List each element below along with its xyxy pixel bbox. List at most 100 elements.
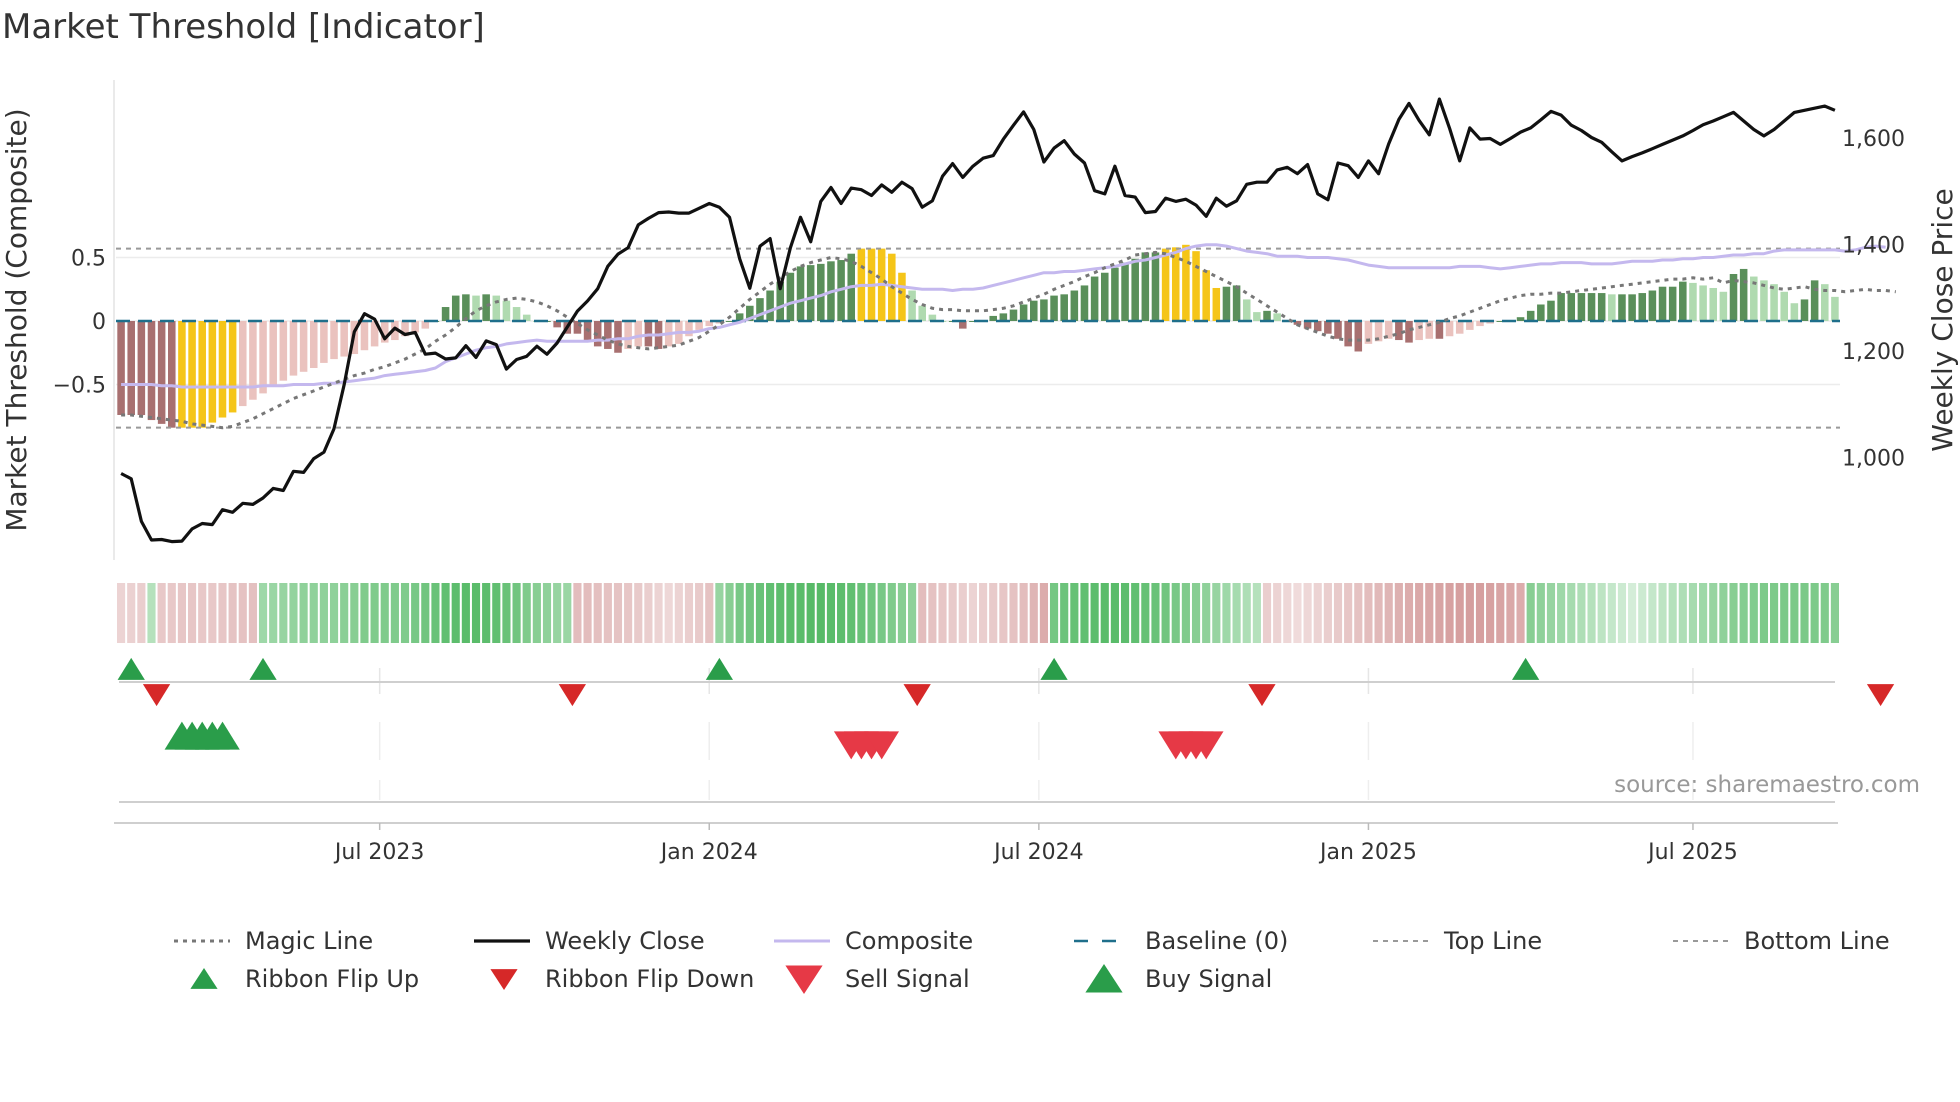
histogram-bar	[766, 290, 774, 321]
ribbon-cell	[1151, 583, 1160, 643]
histogram-bar	[1303, 321, 1312, 329]
ribbon-cell	[1820, 583, 1829, 643]
ribbon-cell	[725, 583, 734, 643]
ribbon-cell	[461, 583, 470, 643]
histogram-bar	[1810, 280, 1819, 321]
ribbon-cell	[471, 583, 481, 643]
histogram-bar	[1232, 285, 1241, 321]
ribbon-cell	[1496, 583, 1505, 643]
composite-histogram	[117, 244, 1839, 428]
ribbon-cell	[603, 583, 612, 643]
ribbon-cell	[1232, 583, 1241, 643]
histogram-bar	[715, 321, 724, 324]
histogram-bar	[1537, 304, 1545, 321]
ribbon-cell	[1759, 583, 1769, 643]
histogram-bar	[360, 321, 369, 351]
ribbon-cell	[1638, 583, 1647, 643]
histogram-bar	[1141, 252, 1150, 321]
histogram-bar	[614, 321, 622, 353]
y-right-tick-label: 1,600	[1842, 127, 1905, 152]
ribbon-cell	[999, 583, 1008, 643]
ribbon-cell	[928, 583, 937, 643]
histogram-bar	[1040, 299, 1048, 321]
histogram-bar	[1313, 321, 1322, 332]
ribbon-cell	[1678, 583, 1687, 643]
ribbon-cell	[1262, 583, 1272, 643]
ribbon-flip-up-marker	[1512, 657, 1540, 680]
legend-label: Top Line	[1443, 927, 1542, 955]
y-right-tick-label: 1,000	[1842, 447, 1905, 472]
histogram-bar	[1395, 321, 1403, 341]
ribbon-cell	[187, 583, 197, 643]
histogram-bar	[1212, 287, 1221, 321]
histogram-bar	[441, 307, 450, 321]
legend-label: Ribbon Flip Up	[245, 965, 419, 993]
ribbon-flip-up-marker	[705, 657, 733, 680]
ribbon-cell	[492, 583, 501, 643]
ribbon-cell	[1019, 583, 1028, 643]
histogram-bar	[1060, 294, 1068, 321]
ribbon-cell	[1364, 583, 1373, 643]
histogram-bar	[999, 313, 1008, 321]
ribbon-cell	[745, 583, 754, 643]
ribbon-cell	[918, 583, 927, 643]
ribbon-cell	[1699, 583, 1708, 643]
histogram-bar	[198, 321, 206, 428]
ribbon-cell	[1425, 583, 1434, 643]
histogram-bar	[117, 321, 125, 415]
histogram-bar	[1679, 281, 1687, 321]
ribbon-cell	[1273, 583, 1282, 643]
histogram-bar	[1111, 267, 1119, 321]
histogram-bar	[1496, 321, 1505, 322]
ribbon-cell	[1830, 583, 1839, 643]
histogram-bar	[634, 321, 643, 347]
ribbon-cell	[806, 583, 815, 643]
ribbon-cell	[1060, 583, 1069, 643]
ribbon-flip-down-marker	[1248, 684, 1276, 707]
histogram-bar	[1577, 293, 1586, 321]
ribbon-cell	[542, 583, 552, 643]
histogram-bar	[1151, 252, 1160, 321]
legend-label: Weekly Close	[545, 927, 705, 955]
ribbon-cell	[482, 583, 491, 643]
ribbon-cell	[593, 583, 602, 643]
histogram-bar	[1638, 293, 1647, 321]
legend-label: Bottom Line	[1744, 927, 1890, 955]
histogram-bar	[391, 321, 399, 341]
ribbon-cell	[989, 583, 998, 643]
ribbon-cell	[1475, 583, 1485, 643]
ribbon-cell	[1719, 583, 1728, 643]
histogram-bar	[320, 321, 328, 363]
ribbon-strip	[117, 583, 1839, 643]
histogram-bar	[1750, 276, 1758, 321]
ribbon-cell	[1100, 583, 1109, 643]
ribbon-cell	[1191, 583, 1201, 643]
ribbon-cell	[816, 583, 825, 643]
x-tick-label: Jan 2025	[1318, 840, 1417, 865]
ribbon-cell	[1293, 583, 1302, 643]
histogram-bar	[1192, 251, 1200, 321]
histogram-bar	[1009, 309, 1018, 321]
histogram-bar	[695, 321, 703, 330]
histogram-bar	[1222, 286, 1231, 321]
legend-label: Sell Signal	[845, 965, 970, 993]
histogram-bar	[218, 321, 227, 418]
ribbon-cell	[1546, 583, 1556, 643]
ribbon-flip-down-marker	[142, 684, 171, 707]
ribbon-cell	[1810, 583, 1819, 643]
ribbon-cell	[421, 583, 430, 643]
histogram-bar	[1324, 321, 1332, 334]
histogram-bar	[1557, 293, 1565, 321]
ribbon-cell	[1770, 583, 1779, 643]
histogram-bar	[786, 272, 795, 321]
ribbon-cell	[674, 583, 683, 643]
y-left-tick-label: −0.5	[53, 374, 106, 399]
ribbon-cell	[1415, 583, 1424, 643]
ribbon-cell	[766, 583, 775, 643]
ribbon-cell	[553, 583, 562, 643]
histogram-bar	[1516, 317, 1525, 321]
ribbon-cell	[1384, 583, 1393, 643]
histogram-bar	[1354, 321, 1363, 352]
ribbon-cell	[958, 583, 967, 643]
histogram-bar	[1587, 293, 1596, 321]
